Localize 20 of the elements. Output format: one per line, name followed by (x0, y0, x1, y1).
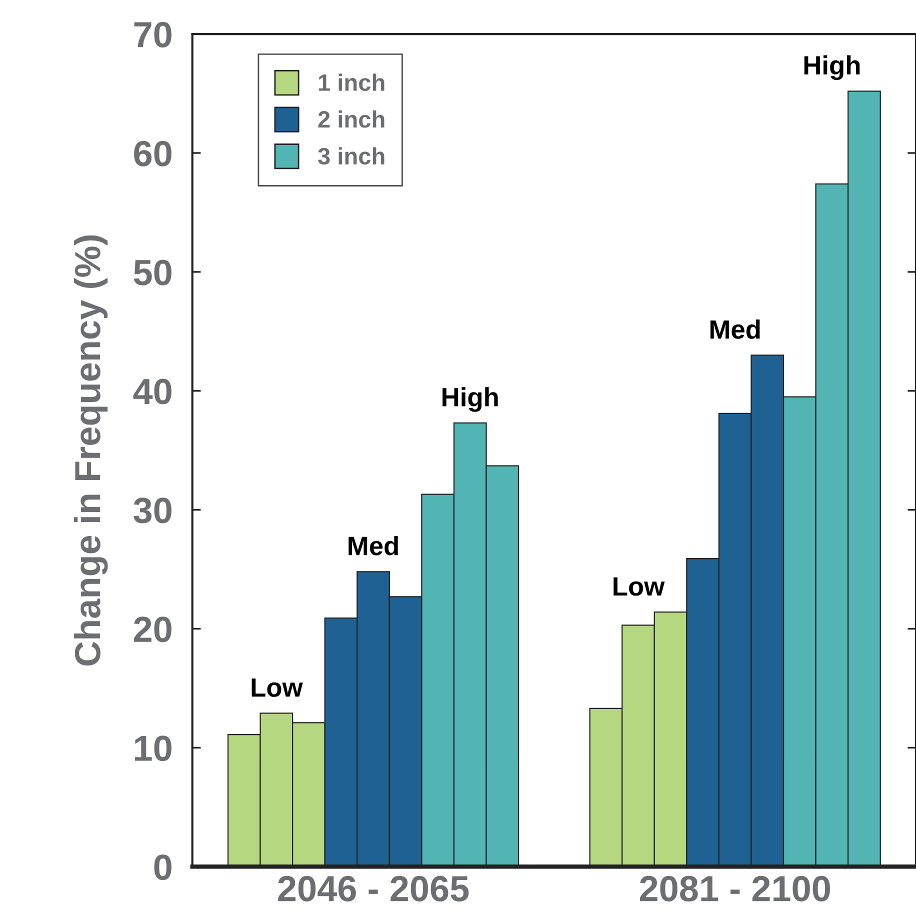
y-tick-label: 10 (135, 736, 172, 762)
legend-label: 1 inch (318, 74, 384, 91)
y-tick-label: 20 (134, 616, 172, 642)
annotation: Med (348, 536, 398, 556)
y-tick-label: 70 (134, 22, 172, 48)
y-tick-label: 50 (134, 260, 172, 286)
legend-label: 2 inch (318, 110, 384, 128)
y-tick-label: 40 (133, 378, 172, 404)
y-tick-label: 0 (154, 854, 172, 880)
y-axis-title: Change in Frequency (%) (74, 235, 108, 666)
annotation: High (442, 387, 498, 412)
y-tick-label: 60 (134, 140, 172, 166)
x-tick-label: 2081 - 2100 (640, 876, 830, 902)
annotation: Low (252, 678, 303, 697)
annotation: High (804, 55, 860, 80)
x-tick-label: 2046 - 2065 (278, 876, 469, 902)
legend-label: 3 inch (318, 147, 384, 165)
annotation: Med (710, 319, 760, 339)
annotation: Low (614, 577, 665, 596)
y-tick-label: 30 (134, 498, 172, 524)
